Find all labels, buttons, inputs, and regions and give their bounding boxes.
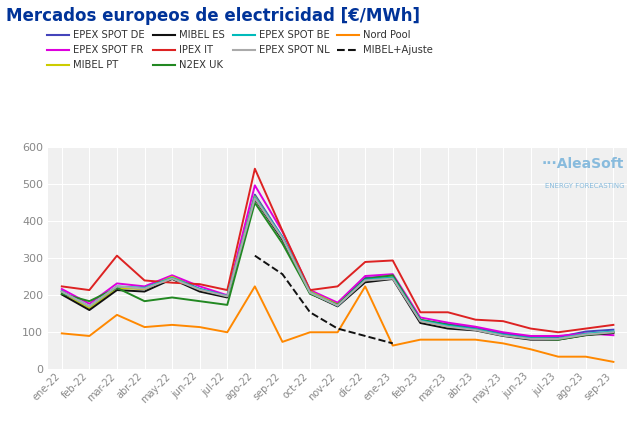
Text: ···AleaSoft: ···AleaSoft	[542, 157, 624, 171]
Text: Mercados europeos de electricidad [€/MWh]: Mercados europeos de electricidad [€/MWh…	[6, 7, 420, 25]
Legend: EPEX SPOT DE, EPEX SPOT FR, MIBEL PT, MIBEL ES, IPEX IT, N2EX UK, EPEX SPOT BE, : EPEX SPOT DE, EPEX SPOT FR, MIBEL PT, MI…	[47, 31, 433, 71]
Text: ENERGY FORECASTING: ENERGY FORECASTING	[545, 183, 624, 190]
